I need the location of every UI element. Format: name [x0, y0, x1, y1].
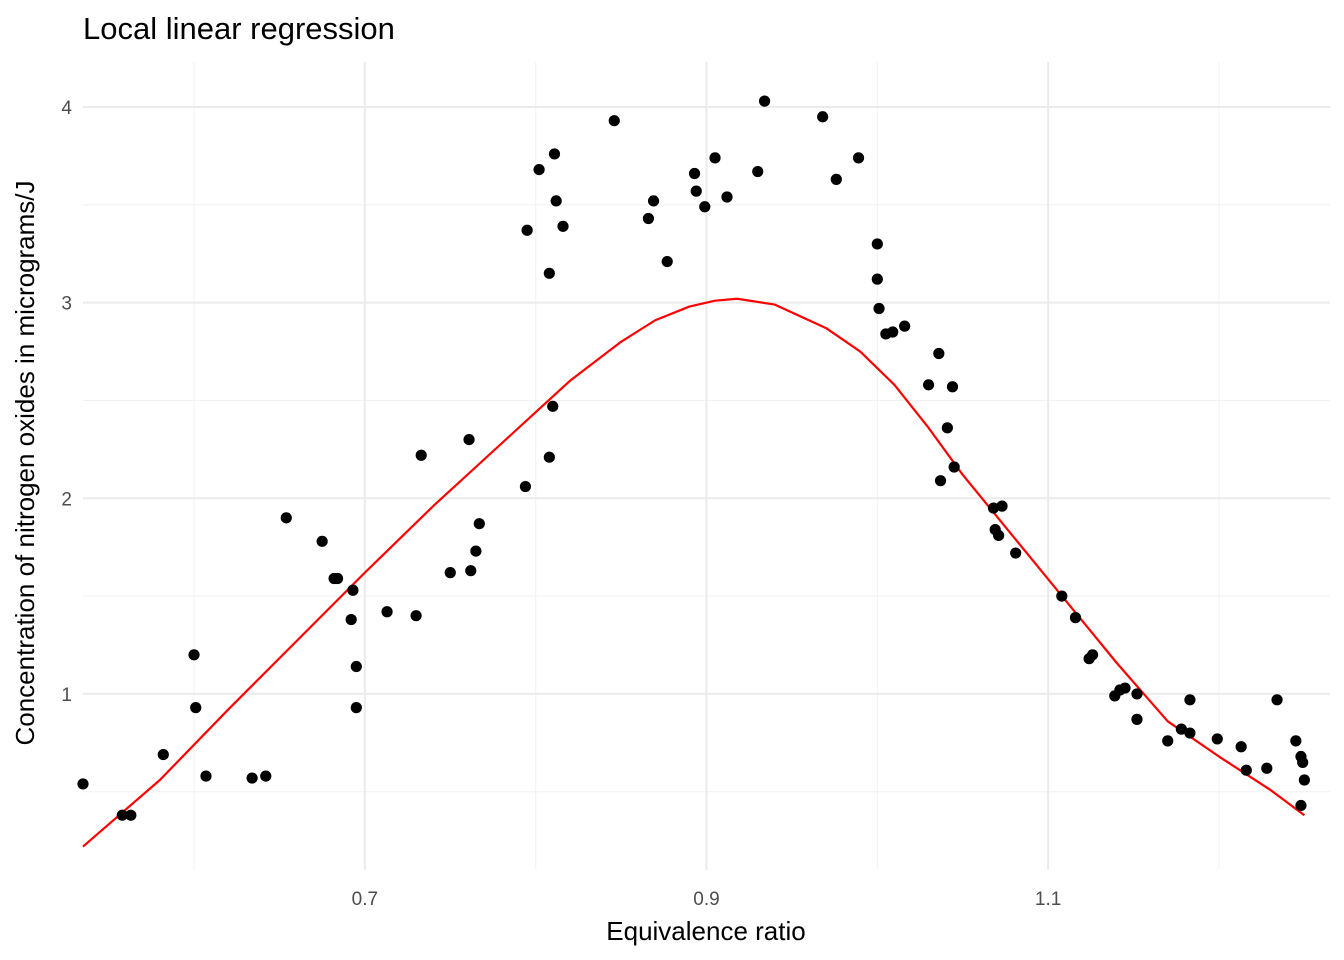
data-point	[533, 164, 545, 176]
data-point	[688, 167, 701, 180]
data-point	[316, 535, 328, 547]
data-point	[1184, 727, 1196, 739]
data-point	[550, 195, 562, 207]
chart-title: Local linear regression	[83, 11, 395, 46]
data-point	[157, 748, 169, 761]
data-point	[548, 148, 561, 160]
y-tick-label: 1	[61, 685, 72, 706]
data-point	[543, 267, 555, 279]
data-point	[345, 613, 357, 626]
data-point	[699, 201, 711, 213]
data-point	[1119, 682, 1131, 694]
data-point	[410, 610, 422, 622]
data-point	[188, 649, 200, 661]
data-point	[721, 191, 733, 203]
y-tick-label: 2	[61, 489, 72, 510]
data-point	[817, 111, 829, 123]
data-point	[190, 702, 202, 714]
data-point	[246, 772, 258, 784]
data-point	[125, 809, 137, 821]
data-point	[948, 461, 960, 473]
data-point	[1069, 612, 1082, 624]
data-point	[1131, 688, 1143, 700]
x-tick-label: 0.7	[352, 889, 378, 910]
data-point	[946, 381, 959, 393]
data-point	[415, 449, 427, 461]
data-point	[1271, 694, 1283, 706]
data-point	[887, 326, 899, 338]
data-point	[1131, 713, 1143, 725]
data-point	[752, 165, 764, 178]
data-point	[463, 433, 475, 446]
data-point	[873, 302, 885, 315]
data-point	[1010, 547, 1022, 559]
data-point	[830, 173, 842, 185]
data-point	[331, 572, 344, 585]
data-point	[871, 238, 883, 250]
data-point	[941, 422, 953, 434]
regression-line	[82, 297, 1306, 848]
y-tick-label: 3	[61, 294, 72, 315]
data-point	[444, 567, 456, 579]
data-point	[899, 320, 911, 332]
data-point	[1290, 735, 1302, 747]
x-axis-title: Equivalence ratio	[606, 916, 805, 946]
data-point	[852, 152, 865, 164]
data-point	[709, 152, 721, 164]
y-tick-label: 4	[61, 98, 72, 119]
data-point	[77, 778, 89, 790]
data-point	[470, 545, 482, 557]
data-point	[1056, 590, 1068, 602]
y-axis-title: Concentration of nitrogen oxides in micr…	[10, 180, 40, 745]
y-tick-labels: 1 2 3 4	[61, 98, 72, 706]
data-point	[465, 565, 477, 577]
data-point	[260, 770, 272, 782]
data-point	[871, 273, 883, 285]
data-point	[1235, 741, 1247, 753]
data-point	[1184, 694, 1196, 706]
data-point	[1295, 799, 1307, 812]
data-point	[116, 809, 128, 821]
data-point	[661, 255, 673, 268]
data-point	[381, 606, 393, 618]
data-point	[1261, 762, 1273, 774]
fit-line-layer	[82, 297, 1306, 848]
data-point	[608, 115, 620, 127]
data-point	[543, 451, 555, 463]
data-point	[1240, 764, 1252, 776]
x-tick-label: 1.1	[1035, 889, 1061, 910]
data-point	[996, 500, 1008, 512]
x-tick-labels: 0.7 0.9 1.1	[352, 889, 1062, 910]
data-point	[642, 212, 655, 225]
data-point	[922, 379, 935, 391]
x-tick-label: 0.9	[693, 889, 719, 910]
data-point	[1211, 733, 1223, 745]
data-point	[350, 660, 362, 673]
data-point	[519, 480, 532, 493]
data-point	[547, 400, 559, 412]
data-point	[350, 702, 362, 714]
data-point	[557, 220, 569, 232]
data-point	[280, 512, 292, 524]
data-point	[200, 770, 212, 782]
data-point	[473, 518, 485, 530]
data-point	[1297, 756, 1309, 769]
data-point	[690, 185, 702, 197]
data-point	[521, 224, 533, 236]
data-point	[993, 529, 1005, 542]
data-point	[758, 95, 771, 107]
points-layer	[77, 95, 1310, 821]
data-point	[1298, 774, 1310, 786]
data-point	[1175, 723, 1187, 735]
data-point	[1162, 735, 1174, 747]
data-point	[934, 475, 947, 487]
data-point	[933, 347, 945, 360]
data-point	[987, 502, 1000, 514]
data-point	[347, 584, 359, 596]
data-point	[1086, 649, 1099, 661]
data-point	[647, 195, 660, 207]
